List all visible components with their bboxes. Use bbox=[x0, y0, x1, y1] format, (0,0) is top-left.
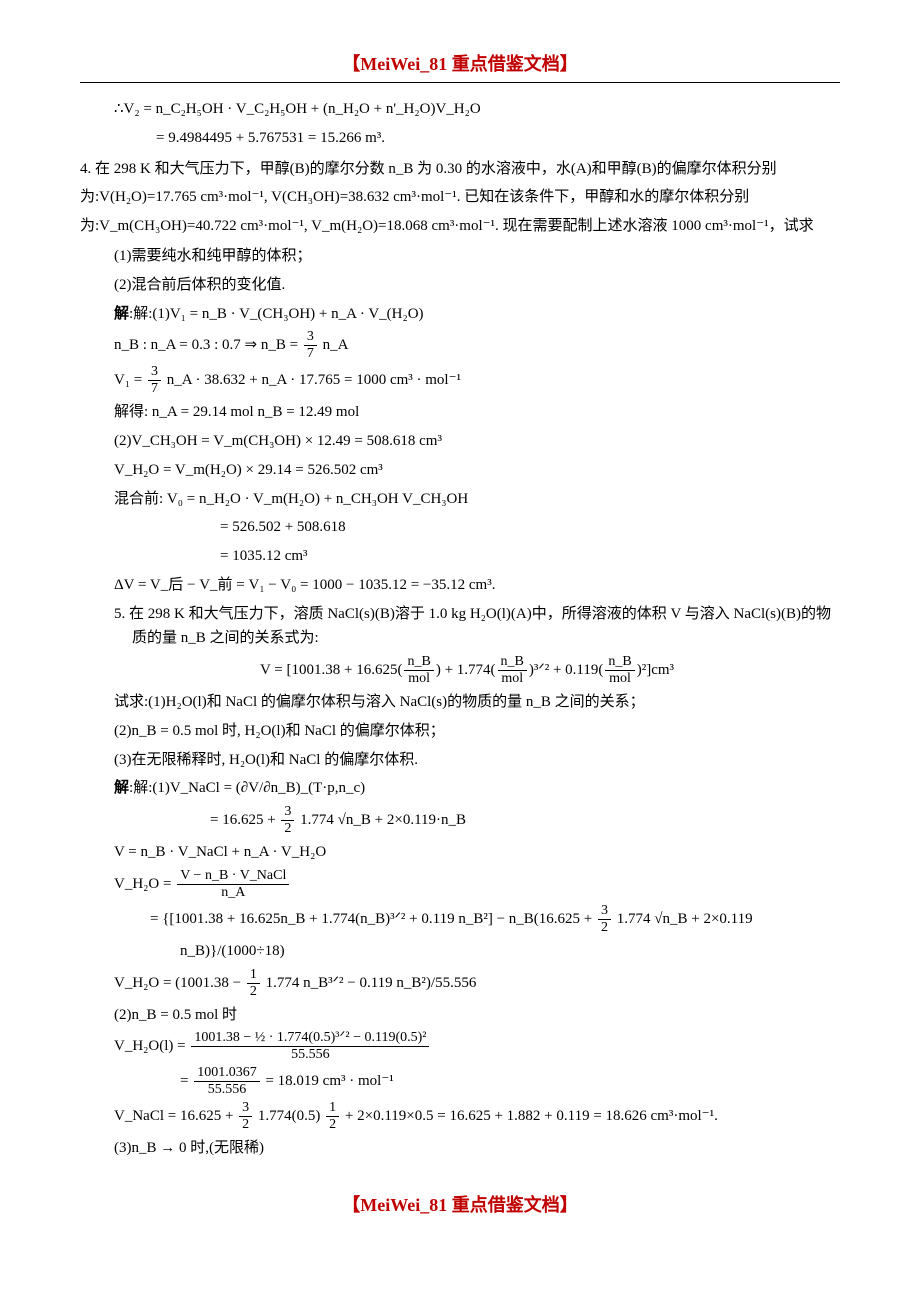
line: n_B : n_A = 0.3 : 0.7 ⇒ n_B = 37 n_A bbox=[80, 330, 840, 361]
problem-5: 5. 在 298 K 和大气压力下，溶质 NaCl(s)(B)溶于 1.0 kg… bbox=[80, 602, 840, 652]
line: (2)混合前后体积的变化值. bbox=[80, 273, 840, 298]
text: V_NaCl = 16.625 + bbox=[114, 1108, 237, 1124]
text: V_H₂O = (1001.38 − bbox=[114, 974, 245, 990]
line: (2)n_B = 0.5 mol 时 bbox=[80, 1003, 840, 1028]
fraction: 37 bbox=[304, 330, 317, 361]
text: = bbox=[180, 1073, 192, 1089]
equation: V = [1001.38 + 16.625(n_Bmol) + 1.774(n_… bbox=[80, 655, 840, 686]
text: 1.774 √n_B + 2×0.119 bbox=[613, 911, 753, 927]
fraction: 32 bbox=[239, 1101, 252, 1132]
num: n_B bbox=[404, 655, 433, 671]
num: 1 bbox=[326, 1101, 339, 1117]
text: = {[1001.38 + 16.625n_B + 1.774(n_B)³ᐟ² … bbox=[150, 911, 596, 927]
text: V = [1001.38 + 16.625( bbox=[260, 662, 402, 678]
text: = 18.019 cm³ · mol⁻¹ bbox=[262, 1073, 394, 1089]
fraction: n_Bmol bbox=[498, 655, 527, 686]
fraction: 37 bbox=[148, 365, 161, 396]
line: (3)在无限稀释时, H₂O(l)和 NaCl 的偏摩尔体积. bbox=[80, 748, 840, 773]
line: V_NaCl = 16.625 + 32 1.774(0.5) 12 + 2×0… bbox=[80, 1101, 840, 1132]
text: 1.774(0.5) bbox=[254, 1108, 324, 1124]
fraction: 12 bbox=[326, 1101, 339, 1132]
fraction: 32 bbox=[281, 805, 294, 836]
fraction: n_Bmol bbox=[605, 655, 634, 686]
header-title: 【MeiWei_81 重点借鉴文档】 bbox=[80, 50, 840, 76]
text: 1.774 √n_B + 2×0.119·n_B bbox=[296, 812, 466, 828]
fraction: 1001.036755.556 bbox=[194, 1066, 260, 1097]
den: mol bbox=[498, 671, 527, 686]
line: = 9.4984495 + 5.767531 = 15.266 m³. bbox=[80, 126, 840, 151]
line: V_H₂O = V − n_B · V_NaCln_A bbox=[80, 869, 840, 900]
footer-title: 【MeiWei_81 重点借鉴文档】 bbox=[80, 1191, 840, 1217]
num: n_B bbox=[605, 655, 634, 671]
line: = 526.502 + 508.618 bbox=[80, 515, 840, 540]
line: (2)n_B = 0.5 mol 时, H₂O(l)和 NaCl 的偏摩尔体积； bbox=[80, 719, 840, 744]
text: V₁ = bbox=[114, 372, 146, 388]
text: )²]cm³ bbox=[637, 662, 674, 678]
line: ΔV = V_后 − V_前 = V₁ − V₀ = 1000 − 1035.1… bbox=[80, 573, 840, 598]
line: n_B)}/(1000÷18) bbox=[80, 939, 840, 964]
text: )³ᐟ² + 0.119( bbox=[529, 662, 604, 678]
num: 1 bbox=[247, 968, 260, 984]
text: n_A · 38.632 + n_A · 17.765 = 1000 cm³ ·… bbox=[163, 372, 461, 388]
line: V_H₂O = V_m(H₂O) × 29.14 = 526.502 cm³ bbox=[80, 458, 840, 483]
den: n_A bbox=[177, 885, 289, 900]
problem-4: 4. 在 298 K 和大气压力下，甲醇(B)的摩尔分数 n_B 为 0.30 … bbox=[80, 155, 840, 241]
den: 2 bbox=[247, 984, 260, 999]
den: 55.556 bbox=[191, 1047, 429, 1062]
text: n_B : n_A = 0.3 : 0.7 ⇒ n_B = bbox=[114, 337, 302, 353]
fraction: 1001.38 − ½ · 1.774(0.5)³ᐟ² − 0.119(0.5)… bbox=[191, 1031, 429, 1062]
line: 解得: n_A = 29.14 mol n_B = 12.49 mol bbox=[80, 400, 840, 425]
line: V = n_B · V_NaCl + n_A · V_H₂O bbox=[80, 840, 840, 865]
den: 2 bbox=[239, 1117, 252, 1132]
den: 55.556 bbox=[194, 1082, 260, 1097]
line: (1)需要纯水和纯甲醇的体积； bbox=[80, 244, 840, 269]
den: 7 bbox=[304, 346, 317, 361]
den: 2 bbox=[281, 821, 294, 836]
line: 解:解:(1)V_NaCl = (∂V/∂n_B)_(T·p,n_c) bbox=[80, 776, 840, 801]
line: = 1035.12 cm³ bbox=[80, 544, 840, 569]
fraction: n_Bmol bbox=[404, 655, 433, 686]
den: 2 bbox=[326, 1117, 339, 1132]
text: 解:(1)V_NaCl = (∂V/∂n_B)_(T·p,n_c) bbox=[133, 780, 365, 796]
num: n_B bbox=[498, 655, 527, 671]
fraction: 12 bbox=[247, 968, 260, 999]
den: mol bbox=[404, 671, 433, 686]
line: = 16.625 + 32 1.774 √n_B + 2×0.119·n_B bbox=[80, 805, 840, 836]
text: V_H₂O = bbox=[114, 876, 175, 892]
line: V₁ = 37 n_A · 38.632 + n_A · 17.765 = 10… bbox=[80, 365, 840, 396]
text: n_A bbox=[319, 337, 349, 353]
text: 1.774 n_B³ᐟ² − 0.119 n_B²)/55.556 bbox=[262, 974, 476, 990]
den: mol bbox=[605, 671, 634, 686]
line: V_H₂O = (1001.38 − 12 1.774 n_B³ᐟ² − 0.1… bbox=[80, 968, 840, 999]
line: 混合前: V₀ = n_H₂O · V_m(H₂O) + n_CH₃OH V_C… bbox=[80, 487, 840, 512]
fraction: 32 bbox=[598, 904, 611, 935]
den: 2 bbox=[598, 920, 611, 935]
line: 解:解:(1)V₁ = n_B · V_(CH₃OH) + n_A · V_(H… bbox=[80, 302, 840, 327]
line: = {[1001.38 + 16.625n_B + 1.774(n_B)³ᐟ² … bbox=[80, 904, 840, 935]
num: 3 bbox=[148, 365, 161, 381]
line: ∴V₂ = n_C₂H₅OH · V_C₂H₅OH + (n_H₂O + n'_… bbox=[80, 97, 840, 122]
text: 解:(1)V₁ = n_B · V_(CH₃OH) + n_A · V_(H₂O… bbox=[133, 306, 423, 322]
den: 7 bbox=[148, 381, 161, 396]
line: V_H₂O(l) = 1001.38 − ½ · 1.774(0.5)³ᐟ² −… bbox=[80, 1031, 840, 1062]
line: = 1001.036755.556 = 18.019 cm³ · mol⁻¹ bbox=[80, 1066, 840, 1097]
num: 3 bbox=[239, 1101, 252, 1117]
num: 3 bbox=[281, 805, 294, 821]
line: (3)n_B → 0 时,(无限稀) bbox=[80, 1136, 840, 1161]
fraction: V − n_B · V_NaCln_A bbox=[177, 869, 289, 900]
header-rule bbox=[80, 82, 840, 83]
num: V − n_B · V_NaCl bbox=[177, 869, 289, 885]
num: 1001.38 − ½ · 1.774(0.5)³ᐟ² − 0.119(0.5)… bbox=[191, 1031, 429, 1047]
text: V_H₂O(l) = bbox=[114, 1038, 189, 1054]
text: = 16.625 + bbox=[210, 812, 279, 828]
num: 3 bbox=[304, 330, 317, 346]
document-body: ∴V₂ = n_C₂H₅OH · V_C₂H₅OH + (n_H₂O + n'_… bbox=[80, 97, 840, 1161]
text: + 2×0.119×0.5 = 16.625 + 1.882 + 0.119 =… bbox=[341, 1108, 718, 1124]
num: 3 bbox=[598, 904, 611, 920]
line: 试求:(1)H₂O(l)和 NaCl 的偏摩尔体积与溶入 NaCl(s)的物质的… bbox=[80, 690, 840, 715]
text: ) + 1.774( bbox=[436, 662, 496, 678]
line: (2)V_CH₃OH = V_m(CH₃OH) × 12.49 = 508.61… bbox=[80, 429, 840, 454]
num: 1001.0367 bbox=[194, 1066, 260, 1082]
